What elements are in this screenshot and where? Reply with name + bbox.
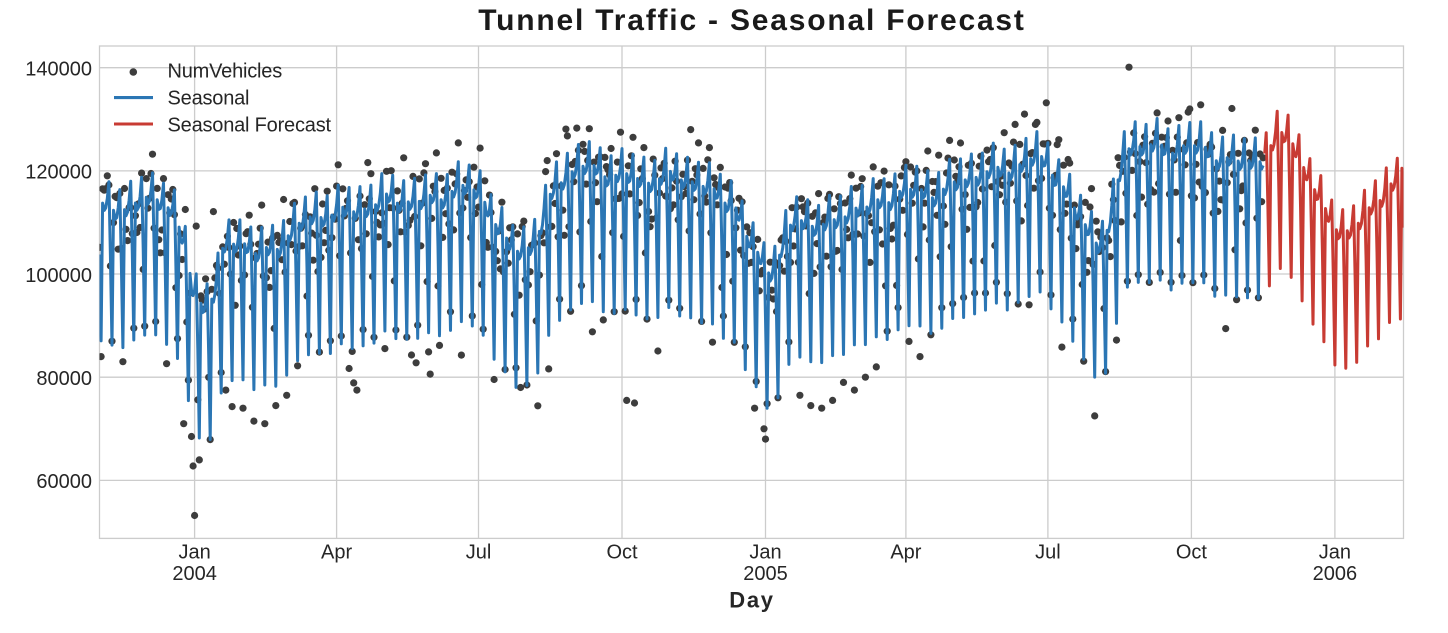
svg-text:120000: 120000 [25, 162, 92, 184]
svg-text:140000: 140000 [25, 59, 92, 81]
svg-text:Jan: Jan [1319, 541, 1351, 563]
svg-text:Oct: Oct [1176, 541, 1208, 563]
svg-text:Tunnel Traffic - Seasonal Fore: Tunnel Traffic - Seasonal Forecast [478, 4, 1025, 37]
svg-text:Day: Day [729, 587, 774, 612]
svg-text:2006: 2006 [1313, 563, 1358, 585]
svg-text:Jul: Jul [1035, 541, 1061, 563]
svg-text:Seasonal: Seasonal [168, 88, 250, 110]
svg-text:Apr: Apr [321, 541, 352, 563]
svg-text:NumVehicles: NumVehicles [168, 60, 283, 82]
svg-text:100000: 100000 [25, 265, 92, 287]
svg-text:2004: 2004 [172, 563, 217, 585]
svg-text:Seasonal Forecast: Seasonal Forecast [168, 115, 332, 137]
svg-text:2005: 2005 [743, 563, 788, 585]
svg-text:Apr: Apr [890, 541, 921, 563]
svg-text:60000: 60000 [36, 471, 92, 493]
svg-text:Jul: Jul [466, 541, 492, 563]
svg-text:80000: 80000 [36, 368, 92, 390]
svg-text:Oct: Oct [606, 541, 638, 563]
svg-text:Jan: Jan [178, 541, 210, 563]
svg-text:Jan: Jan [749, 541, 781, 563]
